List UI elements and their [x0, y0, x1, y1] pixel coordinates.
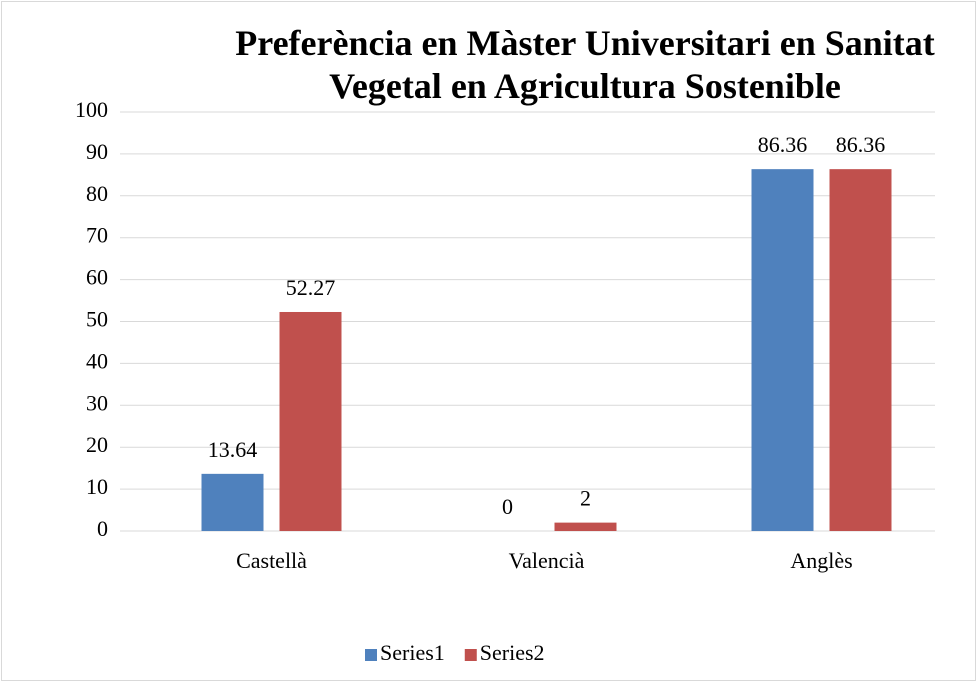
bar: [554, 522, 617, 531]
y-tick-label: 30: [86, 390, 108, 415]
x-tick-label: Anglès: [790, 548, 852, 573]
y-tick-label: 90: [86, 139, 108, 164]
y-tick-label: 50: [86, 307, 108, 332]
bar: [751, 169, 814, 531]
value-label: 86.36: [758, 132, 808, 157]
y-tick-label: 20: [86, 432, 108, 457]
bar: [829, 169, 892, 531]
value-label: 0: [502, 494, 513, 519]
bar: [201, 473, 264, 531]
value-label: 2: [580, 486, 591, 511]
y-tick-label: 0: [97, 516, 108, 541]
y-tick-label: 40: [86, 348, 108, 373]
y-tick-label: 80: [86, 181, 108, 206]
value-label: 52.27: [286, 275, 336, 300]
value-label: 13.64: [208, 437, 258, 462]
legend-label: Series1: [380, 640, 445, 665]
legend-swatch: [365, 649, 377, 661]
x-tick-label: Valencià: [509, 548, 585, 573]
x-tick-label: Castellà: [236, 548, 307, 573]
bar: [279, 311, 342, 531]
chart-title: Preferència en Màster Universitari en Sa…: [235, 23, 935, 106]
y-tick-label: 70: [86, 223, 108, 248]
legend-label: Series2: [480, 640, 545, 665]
legend-swatch: [464, 649, 477, 661]
value-label: 86.36: [836, 132, 886, 157]
y-tick-label: 60: [86, 265, 108, 290]
y-tick-label: 100: [75, 97, 108, 122]
y-tick-label: 10: [86, 474, 108, 499]
